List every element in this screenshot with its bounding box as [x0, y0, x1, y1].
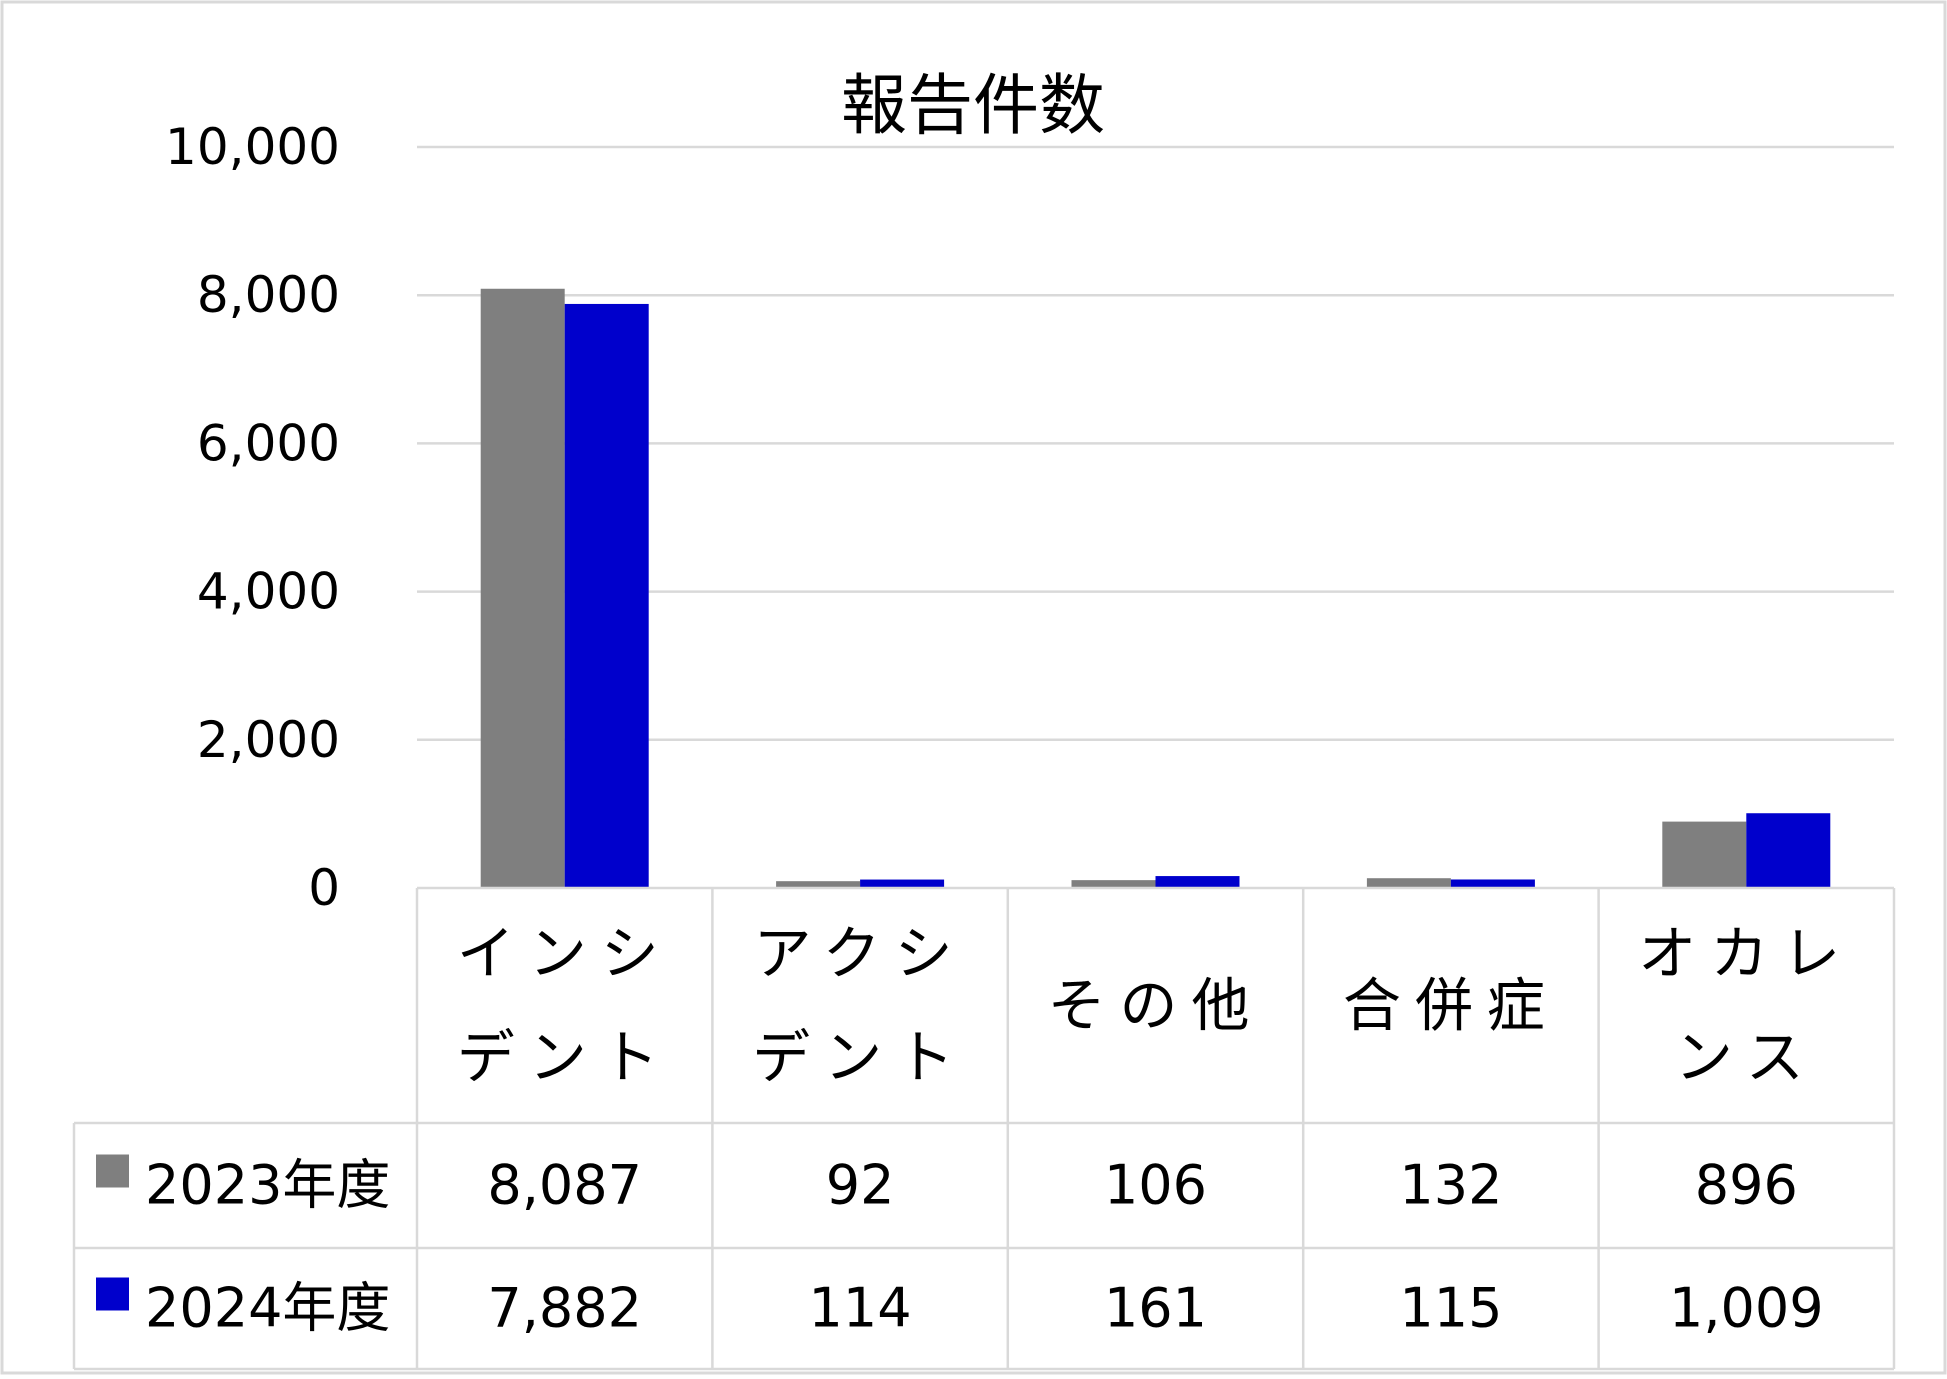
table-value: 896 — [1695, 1154, 1798, 1217]
y-tick-label: 10,000 — [165, 118, 340, 176]
category-label: アクシ — [754, 920, 967, 988]
y-tick-label: 2,000 — [197, 711, 340, 769]
bar-series-1 — [776, 881, 861, 888]
gridlines — [417, 145, 1894, 742]
bar-series-2 — [1450, 879, 1535, 888]
bar-series-1 — [480, 288, 565, 888]
legend-swatch — [96, 1277, 129, 1311]
y-tick-label: 4,000 — [197, 563, 340, 621]
category-label: デント — [752, 1024, 968, 1092]
y-tick-label: 8,000 — [197, 266, 340, 324]
table-value: 114 — [809, 1277, 912, 1340]
category-label: 合併症 — [1343, 972, 1559, 1040]
legend-label: 2024年度 — [145, 1277, 390, 1340]
table-value: 106 — [1104, 1154, 1207, 1217]
table-value: 7,882 — [487, 1277, 642, 1340]
bars — [480, 288, 1831, 888]
category-label: ンス — [1675, 1024, 1818, 1092]
bar-series-2 — [860, 879, 945, 888]
bar-series-1 — [1071, 880, 1156, 888]
y-tick-label: 0 — [308, 859, 340, 917]
y-axis-tick-labels: 0 2,000 4,000 6,000 8,000 10,000 — [165, 118, 340, 917]
legend-swatch — [96, 1154, 129, 1188]
table-value: 1,009 — [1669, 1277, 1824, 1340]
table-value: 92 — [826, 1154, 895, 1217]
table-value: 8,087 — [487, 1154, 642, 1217]
category-label: オカレ — [1638, 920, 1854, 988]
bar-series-2 — [564, 303, 649, 888]
bar-series-2 — [1155, 876, 1240, 888]
bar-series-1 — [1366, 878, 1451, 888]
bar-series-2 — [1746, 813, 1831, 888]
table-value: 132 — [1399, 1154, 1502, 1217]
category-label: デント — [457, 1024, 673, 1092]
category-label: インシ — [457, 920, 673, 988]
category-label: その他 — [1047, 972, 1263, 1040]
table-value: 115 — [1399, 1277, 1502, 1340]
bar-series-1 — [1662, 821, 1747, 888]
y-tick-label: 6,000 — [197, 414, 340, 472]
chart-title: 報告件数 — [841, 67, 1105, 144]
table-value: 161 — [1104, 1277, 1207, 1340]
legend-label: 2023年度 — [145, 1154, 390, 1217]
